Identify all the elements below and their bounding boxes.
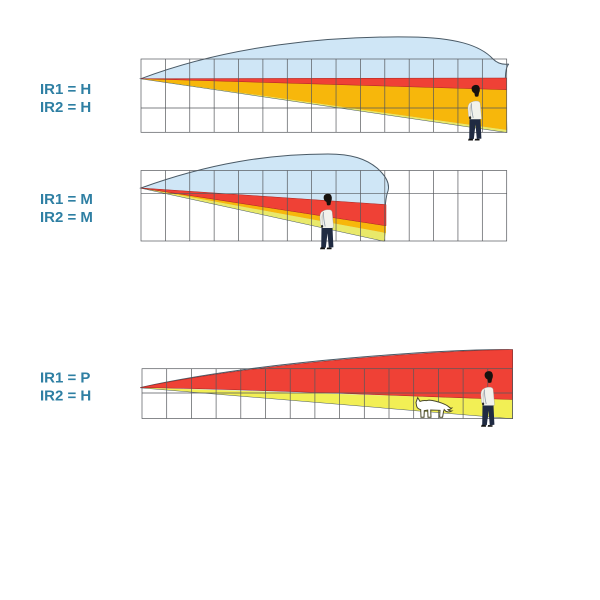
svg-text:IR2 = H: IR2 = H [40, 99, 91, 116]
svg-text:IR1 = H: IR1 = H [40, 81, 91, 98]
svg-text:IR1 = M: IR1 = M [40, 191, 93, 208]
svg-text:IR2 = M: IR2 = M [40, 209, 93, 226]
svg-text:IR2 = H: IR2 = H [40, 388, 91, 405]
svg-text:IR1 = P: IR1 = P [40, 370, 90, 387]
